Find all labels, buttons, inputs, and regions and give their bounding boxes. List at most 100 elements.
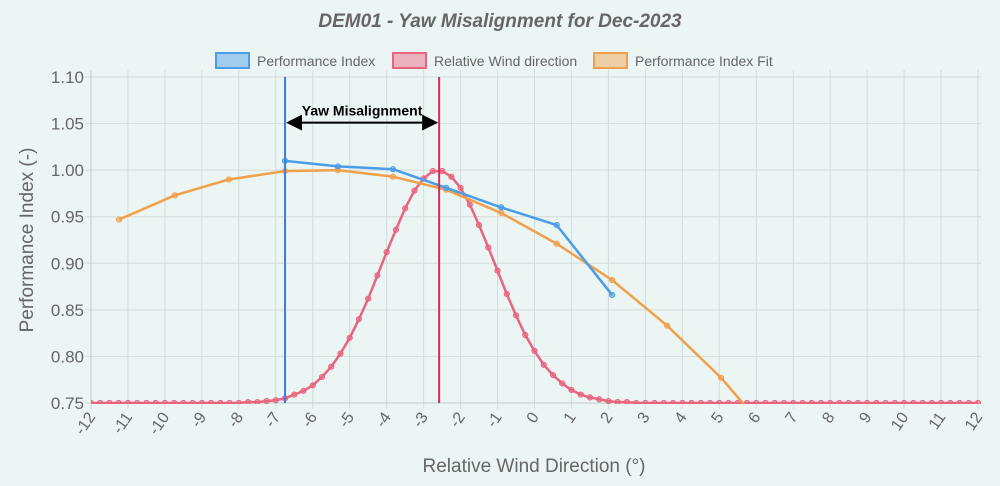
data-point [845,399,852,404]
data-point [244,398,252,404]
legend-swatch-1 [392,52,427,69]
data-point [143,399,150,404]
chart-title: DEM01 - Yaw Misalignment for Dec-2023 [318,11,682,32]
series-line-2 [118,168,746,404]
data-point [762,399,769,404]
data-point [753,399,760,404]
data-point [365,295,372,302]
data-point [553,240,560,247]
data-point [771,399,778,404]
data-point [688,399,695,404]
y-tick-label: 0.90 [51,254,84,273]
data-point [198,399,205,404]
x-tick-label: 12 [962,409,986,433]
data-point [309,382,316,389]
data-point [475,221,483,229]
data-point [429,167,436,175]
data-point [494,267,501,274]
data-point [799,399,806,404]
data-point [974,399,981,404]
data-point [208,399,215,404]
x-tick-label: -9 [188,409,210,430]
data-point [965,399,972,404]
y-tick-label: 0.95 [51,208,84,227]
data-point [161,399,169,404]
data-point [651,399,658,404]
data-point [448,173,455,180]
data-point [263,398,270,404]
data-point [171,192,178,199]
data-point [392,226,400,233]
data-point [189,399,196,404]
data-point [891,399,898,404]
x-tick-label: -5 [336,409,358,430]
data-point [928,399,935,404]
data-point [642,399,649,404]
x-tick-label: -12 [72,409,99,438]
data-point [873,399,880,404]
data-point [91,399,95,404]
x-tick-label: -6 [299,409,321,430]
data-point [864,399,871,404]
data-point [900,399,908,404]
vertical-lines [284,77,441,403]
data-point [457,184,464,191]
data-point [466,201,473,208]
y-tick-label: 1.10 [51,68,84,87]
data-point [498,209,505,217]
yaw-misalignment-annotation: Yaw Misalignment [286,103,439,131]
data-point [540,361,547,368]
data-point [679,399,686,404]
data-point [743,399,751,404]
x-tick-label: -11 [110,409,137,437]
data-point [614,398,621,404]
legend-label-0: Performance Index [257,53,375,69]
annotation-label: Yaw Misalignment [302,103,423,119]
data-point [97,399,104,404]
data-point [553,221,560,229]
x-tick-label: -8 [225,409,247,430]
x-tick-label: -4 [373,409,395,430]
data-point [836,399,843,404]
data-point [808,399,815,404]
data-point [226,399,233,404]
x-tick-label: 6 [745,409,764,426]
x-tick-label: -2 [447,409,469,430]
y-tick-labels: 0.75 0.80 0.85 0.90 0.95 1.00 1.05 1.10 [51,68,84,413]
data-point [512,312,520,319]
x-tick-label: -1 [484,409,506,430]
data-point [568,386,575,394]
data-point [586,394,594,401]
data-point [697,399,704,404]
data-point [660,399,667,404]
y-tick-label: 0.80 [51,347,84,366]
x-tick-label: 8 [819,409,838,426]
data-point [669,399,677,404]
x-tick-labels: -12 -11 -10 -9 -8 -7 -6 -5 -4 -3 -2 -1 0 1 2 3 4 5 6 7 8 9 10 1… [72,409,986,438]
legend-swatch-0 [215,52,250,69]
x-tick-label: 10 [888,409,912,433]
x-tick-label: 0 [524,409,543,426]
data-point [254,398,261,404]
data-point [910,399,917,404]
x-tick-label: 5 [709,409,728,426]
data-point [549,371,557,379]
data-point [854,399,861,404]
data-point [790,399,797,404]
data-point [559,380,566,387]
data-point [300,387,307,394]
data-point [134,399,141,404]
series-layer [91,157,981,404]
data-point [956,399,963,404]
legend-label-1: Relative Wind direction [434,53,577,69]
data-point [609,276,616,284]
data-point [124,399,132,404]
x-tick-label: 2 [598,409,617,426]
data-point [498,204,505,211]
data-point [937,399,945,404]
legend-swatch-2 [593,52,628,69]
data-point [780,399,788,404]
data-point [725,399,732,404]
data-point [633,399,640,404]
